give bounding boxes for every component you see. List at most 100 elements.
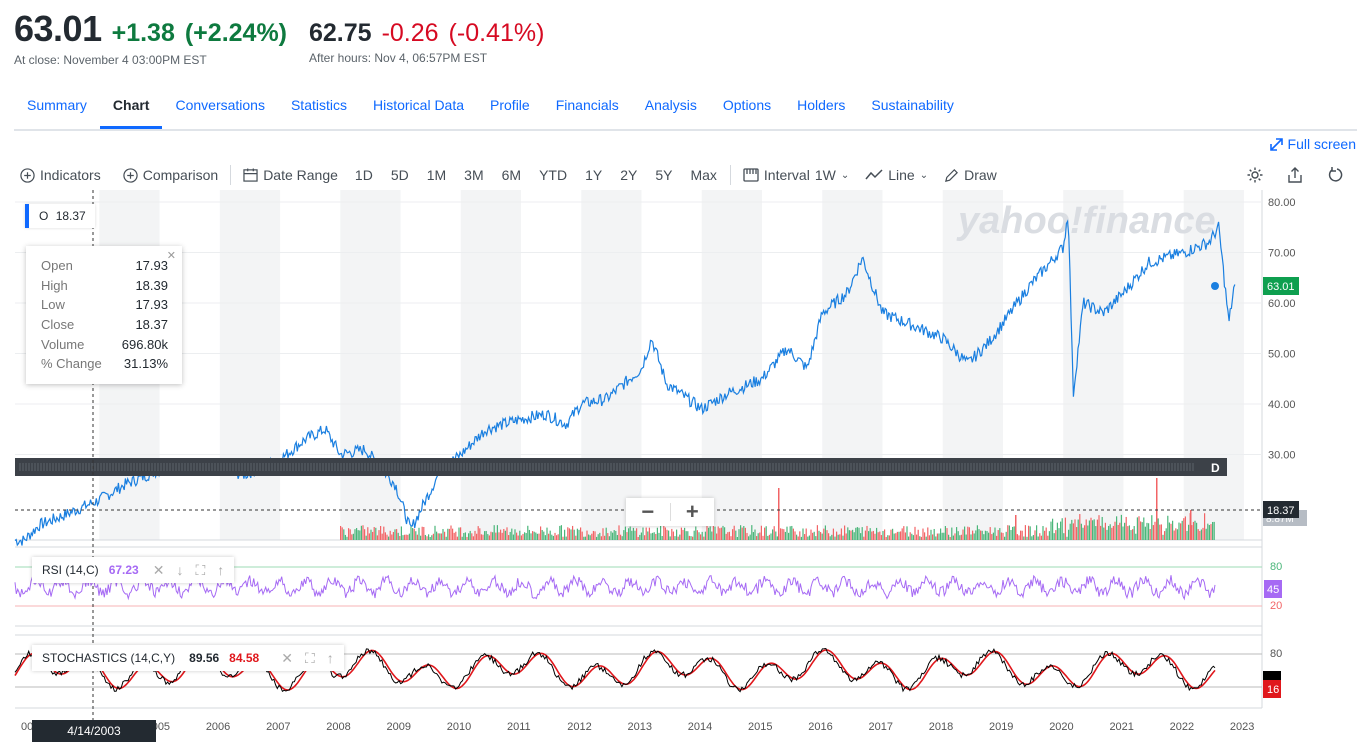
volume-bar xyxy=(1080,523,1082,540)
full-screen-button[interactable]: Full screen xyxy=(1269,136,1356,152)
tab-holders[interactable]: Holders xyxy=(797,97,846,113)
price-change: +1.38 xyxy=(111,19,175,47)
volume-bar xyxy=(472,536,474,540)
settings-icon[interactable] xyxy=(1246,166,1264,184)
volume-bar xyxy=(442,528,444,540)
volume-bar xyxy=(573,529,575,540)
volume-bar xyxy=(388,536,390,540)
volume-bar xyxy=(520,535,522,540)
volume-bar xyxy=(1140,521,1142,540)
volume-bar xyxy=(1055,530,1057,540)
expand-icon[interactable]: ⛶ xyxy=(304,649,315,666)
volume-bar xyxy=(940,528,942,540)
volume-bar xyxy=(1069,523,1071,540)
volume-bar xyxy=(375,527,377,540)
close-icon[interactable]: ✕ xyxy=(166,250,176,262)
volume-bar xyxy=(696,530,698,540)
volume-bar xyxy=(740,525,742,540)
close-icon[interactable]: ✕ xyxy=(152,561,165,578)
range-1y[interactable]: 1Y xyxy=(585,167,603,183)
navigator-scrollbar[interactable] xyxy=(15,458,1227,476)
tab-analysis[interactable]: Analysis xyxy=(644,97,697,113)
volume-bar xyxy=(1149,528,1151,540)
tooltip-key: % Change xyxy=(41,356,102,372)
volume-bar xyxy=(1068,529,1070,540)
volume-bar xyxy=(807,536,809,540)
volume-bar xyxy=(552,535,554,540)
range-3m[interactable]: 3M xyxy=(464,167,484,183)
tab-financials[interactable]: Financials xyxy=(555,97,619,113)
range-1m[interactable]: 1M xyxy=(426,167,447,183)
volume-spike xyxy=(778,488,780,540)
range-1d[interactable]: 1D xyxy=(354,167,373,183)
range-5y[interactable]: 5Y xyxy=(655,167,673,183)
volume-bar xyxy=(868,531,870,540)
volume-bar xyxy=(810,529,812,540)
toolbar-divider xyxy=(230,165,232,185)
arrow-down-icon[interactable]: ↓ xyxy=(176,561,184,578)
draw-button[interactable]: Draw xyxy=(936,163,1005,187)
volume-bar xyxy=(346,536,348,540)
zoom-in-button[interactable]: + xyxy=(685,499,699,524)
tab-statistics[interactable]: Statistics xyxy=(290,97,347,113)
tab-options[interactable]: Options xyxy=(722,97,772,113)
range-max[interactable]: Max xyxy=(690,167,717,183)
expand-icon[interactable]: ⛶ xyxy=(195,561,206,578)
volume-bar xyxy=(983,534,985,540)
indicators-button[interactable]: Indicators xyxy=(12,163,109,187)
series-legend[interactable]: O 18.37 xyxy=(25,204,95,228)
volume-bar xyxy=(924,532,926,540)
tab-profile[interactable]: Profile xyxy=(490,97,530,113)
rsi-legend[interactable]: RSI (14,C) 67.23 ✕ ↓ ⛶ ↑ xyxy=(32,557,235,583)
volume-bar xyxy=(1141,522,1143,540)
volume-bar xyxy=(684,527,686,540)
rsi-label: RSI (14,C) xyxy=(42,563,99,577)
volume-bar xyxy=(792,528,794,540)
volume-bar xyxy=(426,536,428,540)
tab-sustainability[interactable]: Sustainability xyxy=(871,97,954,113)
volume-bar xyxy=(959,535,961,540)
chart-type-label: Line xyxy=(888,167,915,183)
volume-bar xyxy=(797,536,799,540)
arrow-up-icon[interactable]: ↑ xyxy=(217,561,225,578)
range-5d[interactable]: 5D xyxy=(390,167,409,183)
volume-bar xyxy=(477,526,479,540)
volume-bar xyxy=(391,534,393,540)
volume-bar xyxy=(738,529,740,540)
share-icon[interactable] xyxy=(1286,166,1304,184)
volume-bar xyxy=(421,526,423,540)
volume-bar xyxy=(618,525,620,540)
price-change-pct: (+2.24%) xyxy=(184,19,287,47)
reset-icon[interactable] xyxy=(1326,166,1344,184)
chart-type-dropdown[interactable]: Line ⌄ xyxy=(857,163,936,187)
volume-bar xyxy=(1085,519,1087,540)
range-2y[interactable]: 2Y xyxy=(620,167,638,183)
comparison-button[interactable]: Comparison xyxy=(115,163,226,187)
volume-bar xyxy=(1146,522,1148,540)
interval-dropdown[interactable]: Interval 1W ⌄ xyxy=(735,163,857,187)
stochastics-legend[interactable]: STOCHASTICS (14,C,Y) 89.56 84.58 ✕ ⛶ ↑ xyxy=(32,645,344,671)
range-ytd[interactable]: YTD xyxy=(539,167,568,183)
date-range-button[interactable]: Date Range xyxy=(235,163,346,187)
after-hours-price: 62.75 xyxy=(309,19,372,47)
volume-bar xyxy=(652,532,654,540)
tab-historical-data[interactable]: Historical Data xyxy=(372,97,465,113)
volume-bar xyxy=(376,535,378,540)
close-icon[interactable]: ✕ xyxy=(281,649,293,666)
year-band xyxy=(1063,190,1124,540)
zoom-out-button[interactable]: − xyxy=(641,499,655,524)
tab-summary[interactable]: Summary xyxy=(27,97,87,113)
range-6m[interactable]: 6M xyxy=(501,167,522,183)
volume-bar xyxy=(650,533,652,540)
volume-bar xyxy=(1071,519,1073,540)
tab-conversations[interactable]: Conversations xyxy=(175,97,265,113)
time-axis-label: 2008 xyxy=(326,721,350,733)
tab-chart[interactable]: Chart xyxy=(99,83,163,129)
volume-bar xyxy=(804,534,806,540)
volume-bar xyxy=(640,532,642,540)
navigator-handle[interactable]: D xyxy=(1211,461,1220,475)
volume-bar xyxy=(1120,514,1122,540)
arrow-up-icon[interactable]: ↑ xyxy=(326,649,334,666)
time-axis-label: 2022 xyxy=(1170,721,1194,733)
volume-bar xyxy=(594,531,596,540)
